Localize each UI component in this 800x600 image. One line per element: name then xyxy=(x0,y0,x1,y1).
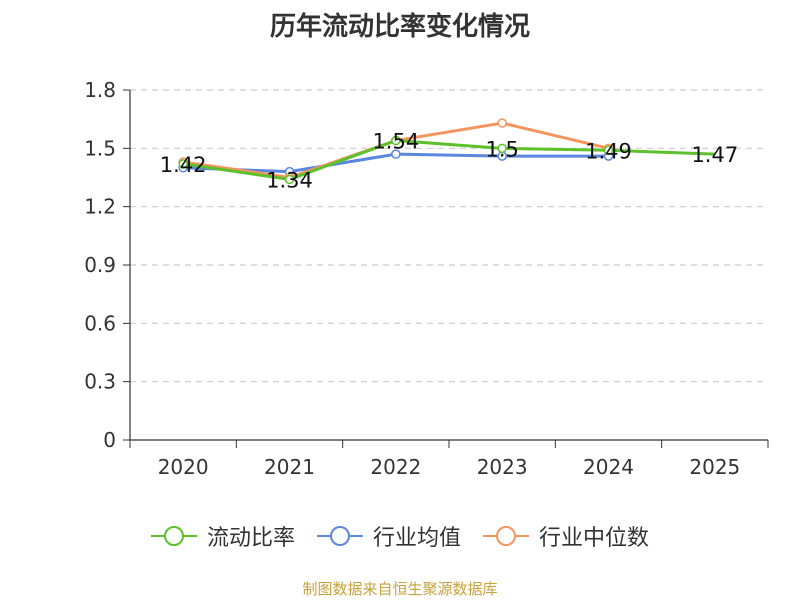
data-label: 1.49 xyxy=(585,139,632,163)
data-point xyxy=(603,145,614,156)
series-lines xyxy=(178,118,715,185)
data-label: 1.54 xyxy=(372,130,419,154)
x-tick-label: 2020 xyxy=(158,455,209,479)
y-tick-label: 0.3 xyxy=(84,370,116,394)
x-tick-label: 2021 xyxy=(264,455,315,479)
data-point xyxy=(497,118,507,128)
data-label: 1.47 xyxy=(691,143,738,167)
legend: 流动比率 行业均值 行业中位数 xyxy=(0,520,800,552)
x-tick-label: 2022 xyxy=(370,455,421,479)
legend-label-current-ratio: 流动比率 xyxy=(206,526,295,551)
legend-swatch-industry-median-icon xyxy=(483,526,529,546)
grid-lines xyxy=(130,89,768,383)
legend-label-industry-average: 行业均值 xyxy=(372,526,461,551)
data-point xyxy=(178,159,188,169)
axes: 0 0.3 0.6 0.9 1.2 1.5 1.8 2020 2021 2022 2023 2024 2… xyxy=(84,78,769,479)
legend-label-industry-median: 行业中位数 xyxy=(539,526,650,551)
y-tick-label: 1.8 xyxy=(84,78,116,102)
y-tick-label: 1.5 xyxy=(84,136,116,160)
data-point xyxy=(391,135,401,146)
legend-item-current-ratio[interactable]: 流动比率 xyxy=(150,520,295,552)
data-point xyxy=(497,143,507,154)
series-line-0 xyxy=(182,139,715,181)
source-note: 制图数据来自恒生聚源数据库 xyxy=(302,580,498,598)
x-tick-label: 2025 xyxy=(689,455,740,479)
data-labels: 1.42 1.34 1.54 1.5 1.49 1.47 xyxy=(160,130,738,193)
x-tick-label: 2024 xyxy=(583,455,634,479)
x-tick-label: 2023 xyxy=(477,455,528,479)
y-tick-label: 0.9 xyxy=(84,253,116,277)
legend-item-industry-average[interactable]: 行业均值 xyxy=(316,520,461,552)
y-tick-label: 0 xyxy=(103,428,116,452)
legend-item-industry-median[interactable]: 行业中位数 xyxy=(483,520,649,552)
data-point xyxy=(284,174,295,185)
y-tick-label: 1.2 xyxy=(84,195,116,219)
data-label: 1.5 xyxy=(485,137,518,161)
data-label: 1.34 xyxy=(266,168,313,192)
data-label: 1.42 xyxy=(160,153,207,177)
legend-swatch-industry-average-icon xyxy=(316,526,363,546)
y-tick-label: 0.6 xyxy=(84,311,116,335)
data-point xyxy=(391,149,401,159)
legend-swatch-current-ratio-icon xyxy=(150,526,197,546)
chart-title: 历年流动比率变化情况 xyxy=(269,12,530,42)
